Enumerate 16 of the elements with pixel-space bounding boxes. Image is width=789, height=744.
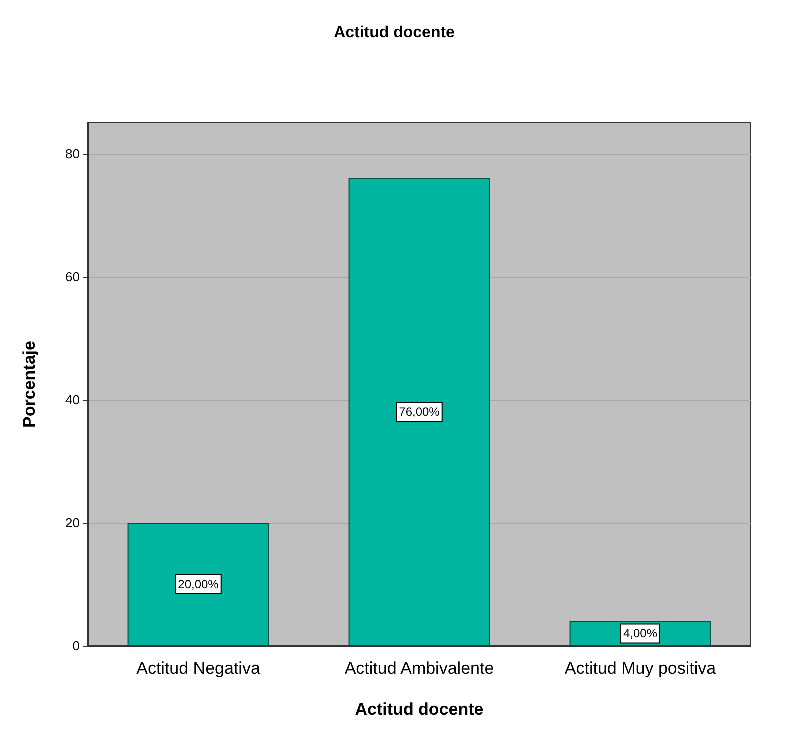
- y-tick-label: 80: [66, 146, 80, 162]
- data-label: 76,00%: [399, 405, 440, 420]
- bar: [128, 522, 270, 646]
- x-tick-label: Actitud Negativa: [136, 659, 261, 678]
- y-tick-label: 0: [72, 638, 80, 654]
- data-label: 4,00%: [623, 626, 658, 641]
- y-tick-label: 60: [66, 269, 80, 284]
- bar: [348, 178, 490, 646]
- y-tick-label: 40: [66, 392, 80, 408]
- data-label: 20,00%: [178, 577, 220, 592]
- y-axis-title: Porcentaje: [20, 341, 39, 428]
- x-tick-label: Actitud Muy positiva: [564, 659, 717, 678]
- x-tick-label: Actitud Ambivalente: [344, 659, 494, 678]
- x-axis-title: Actitud docente: [355, 700, 484, 719]
- y-tick-label: 20: [66, 515, 80, 530]
- chart-title: Actitud docente: [334, 24, 456, 42]
